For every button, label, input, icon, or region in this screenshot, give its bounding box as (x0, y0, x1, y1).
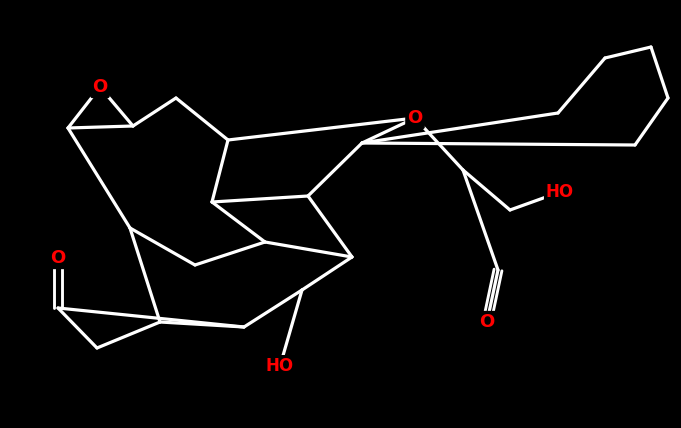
Text: HO: HO (266, 357, 294, 375)
Text: O: O (50, 249, 65, 267)
Text: O: O (407, 109, 423, 127)
Text: O: O (93, 78, 108, 96)
Text: O: O (479, 313, 494, 331)
Text: HO: HO (546, 183, 574, 201)
